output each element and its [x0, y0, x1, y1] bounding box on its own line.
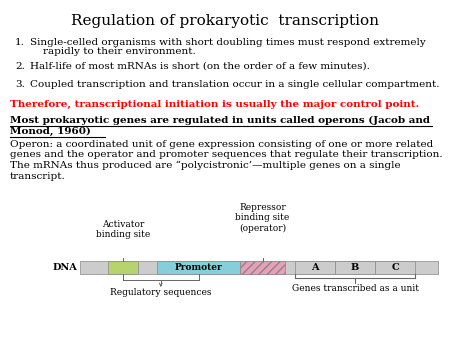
Text: rapidly to their environment.: rapidly to their environment. — [30, 47, 196, 56]
Bar — [240, 261, 285, 274]
Bar — [108, 261, 138, 274]
Text: 2.: 2. — [15, 62, 25, 71]
Text: Regulation of prokaryotic  transcription: Regulation of prokaryotic transcription — [71, 14, 379, 28]
Bar — [157, 261, 240, 274]
Text: Operon: a coordinated unit of gene expression consisting of one or more related
: Operon: a coordinated unit of gene expre… — [10, 140, 443, 180]
Bar — [335, 261, 375, 274]
Text: C: C — [391, 263, 399, 272]
Bar — [375, 261, 415, 274]
Text: Single-celled organisms with short doubling times must respond extremely: Single-celled organisms with short doubl… — [30, 38, 426, 47]
Text: Monod, 1960): Monod, 1960) — [10, 127, 91, 136]
Text: B: B — [351, 263, 359, 272]
Bar — [295, 261, 335, 274]
Bar — [80, 261, 438, 274]
Text: Genes transcribed as a unit: Genes transcribed as a unit — [292, 284, 418, 293]
Text: Regulatory sequences: Regulatory sequences — [110, 288, 212, 297]
Text: Coupled transcription and translation occur in a single cellular compartment.: Coupled transcription and translation oc… — [30, 80, 440, 89]
Text: Repressor
binding site
(operator): Repressor binding site (operator) — [235, 203, 290, 233]
Text: Therefore, transcriptional initiation is usually the major control point.: Therefore, transcriptional initiation is… — [10, 100, 419, 109]
Text: DNA: DNA — [52, 263, 77, 272]
Text: A: A — [311, 263, 319, 272]
Text: 1.: 1. — [15, 38, 25, 47]
Text: Most prokaryotic genes are regulated in units called operons (Jacob and: Most prokaryotic genes are regulated in … — [10, 116, 430, 125]
Text: Promoter: Promoter — [175, 263, 222, 272]
Text: Activator
binding site: Activator binding site — [96, 220, 150, 239]
Text: Half-life of most mRNAs is short (on the order of a few minutes).: Half-life of most mRNAs is short (on the… — [30, 62, 370, 71]
Text: 3.: 3. — [15, 80, 25, 89]
